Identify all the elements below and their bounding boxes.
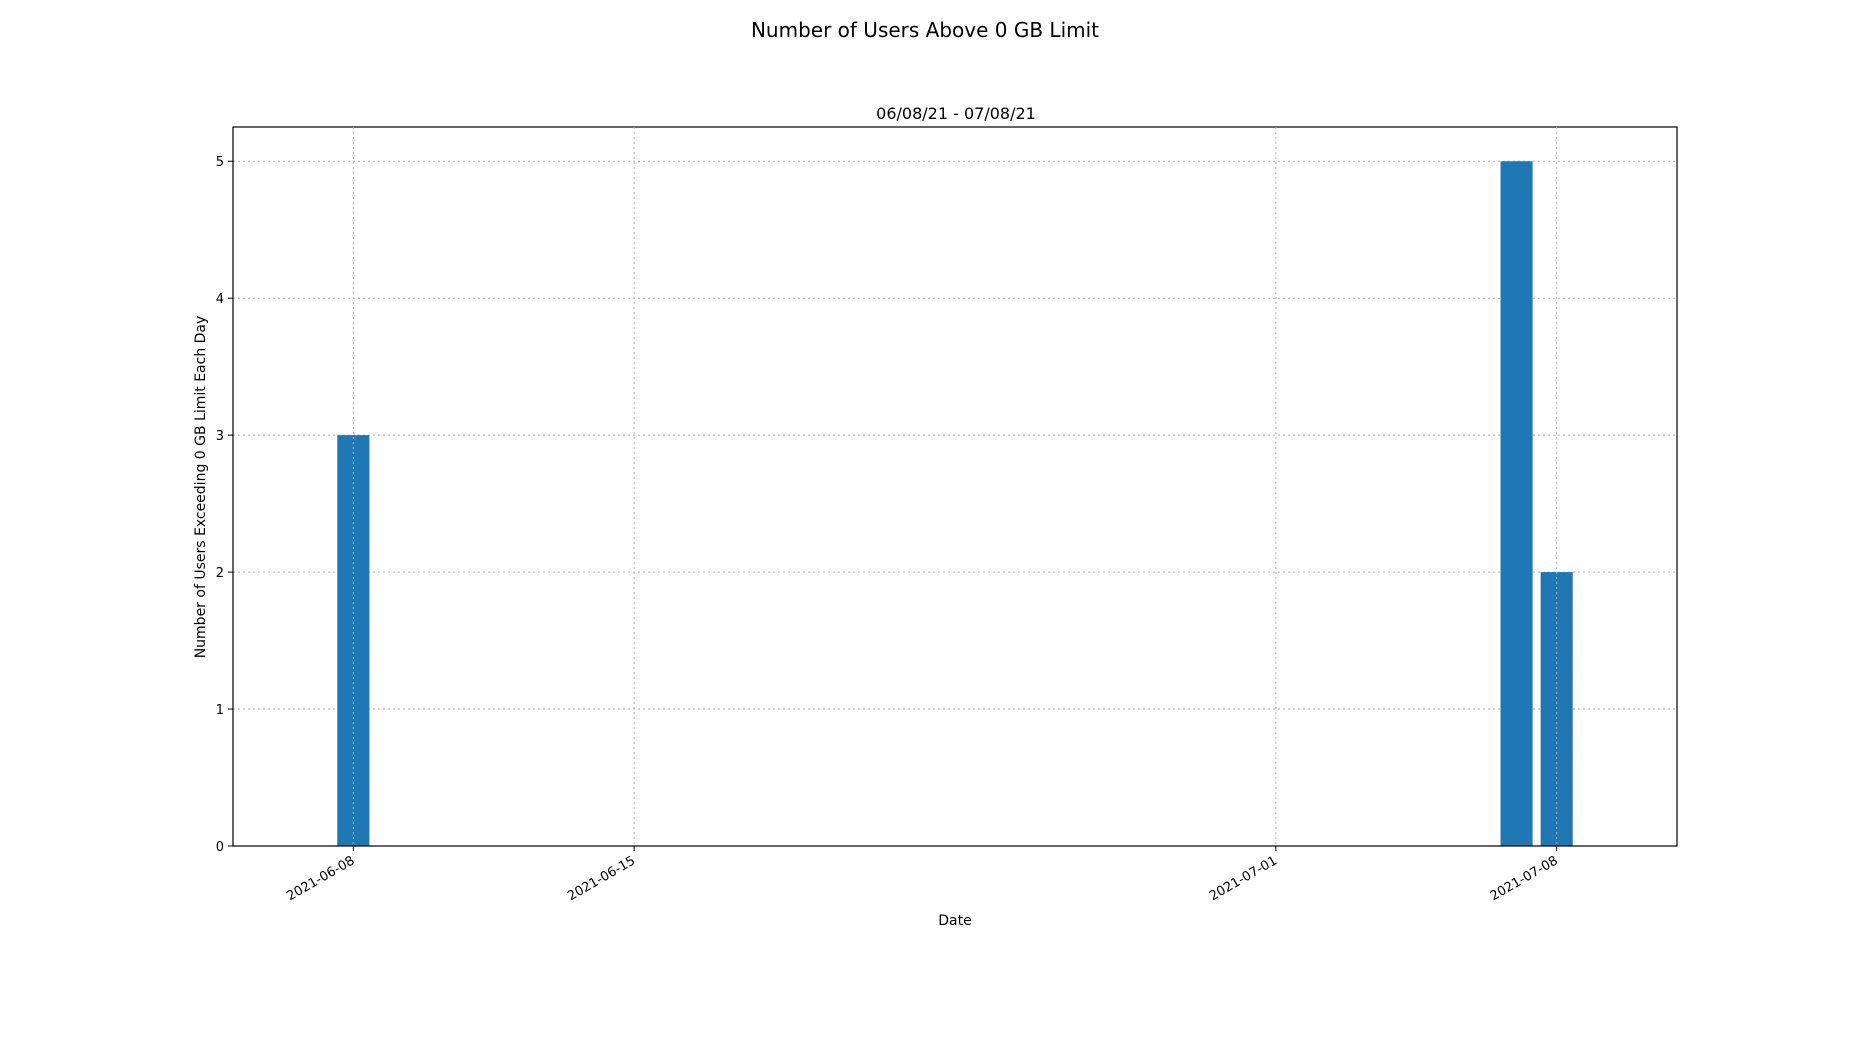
- axis-ticks: 0 1 2 3 4 5 2021-06-08 2021-06-15 2021-07-01 2021…: [216, 127, 1561, 904]
- y-tick-label: 0: [216, 840, 224, 855]
- bar: [1500, 161, 1533, 846]
- y-tick-label: 1: [216, 703, 224, 718]
- x-axis-label: Date: [938, 913, 971, 929]
- x-tick-label: 2021-07-08: [1488, 853, 1561, 904]
- chart-title: Number of Users Above 0 GB Limit: [751, 18, 1099, 42]
- y-tick-label: 4: [216, 292, 224, 307]
- x-tick-label: 2021-07-01: [1207, 853, 1280, 904]
- plot-area: [232, 126, 1678, 847]
- gridlines: [233, 160, 1677, 847]
- x-tick-label: 2021-06-15: [565, 853, 638, 904]
- y-tick-label: 2: [216, 566, 224, 581]
- bars: [337, 161, 1573, 846]
- y-axis-label: Number of Users Exceeding 0 GB Limit Eac…: [193, 316, 209, 659]
- y-tick-label: 3: [216, 429, 224, 444]
- y-tick-label: 5: [216, 155, 224, 170]
- x-tick-label: 2021-06-08: [284, 853, 357, 904]
- bar: [337, 435, 370, 846]
- chart-subtitle: 06/08/21 - 07/08/21: [876, 104, 1036, 123]
